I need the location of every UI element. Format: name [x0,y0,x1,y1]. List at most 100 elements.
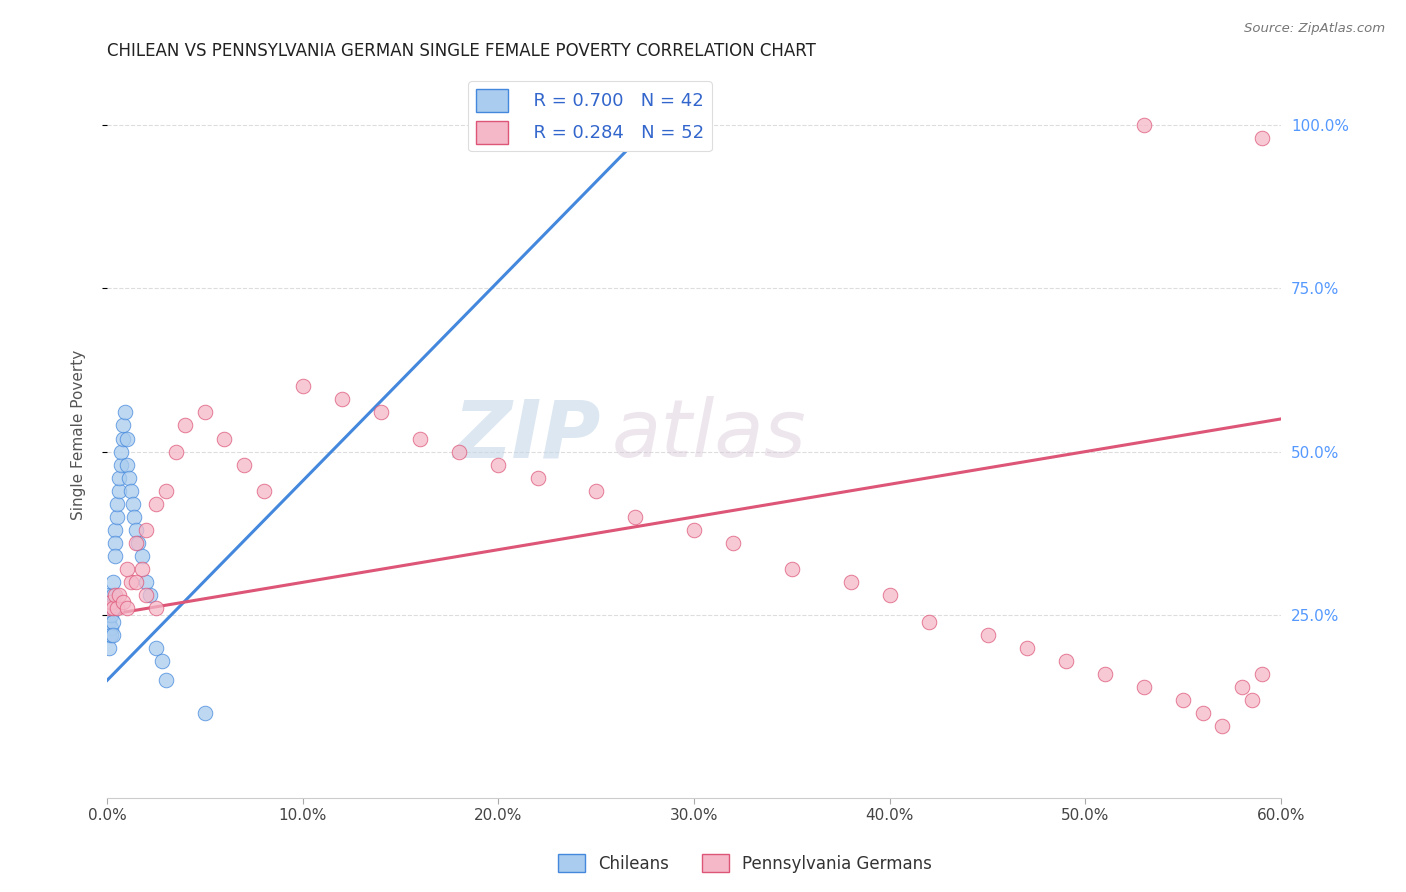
Point [330,392,353,407]
Point [409,432,432,446]
Point [683,523,706,537]
Point [644,118,666,132]
Point [155,673,177,688]
Point [98,588,121,602]
Point [100,595,122,609]
Point [111,595,134,609]
Point [108,483,131,498]
Point [114,405,136,419]
Point [233,458,256,472]
Point [139,588,162,602]
Point [135,588,157,602]
Point [449,444,471,458]
Point [879,588,901,602]
Point [291,379,314,393]
Point [145,640,167,655]
Point [585,483,607,498]
Point [721,536,744,550]
Point [165,444,187,458]
Point [98,640,121,655]
Point [124,510,146,524]
Point [105,510,128,524]
Point [100,627,122,641]
Point [108,588,131,602]
Text: ZIP: ZIP [453,396,600,475]
Point [108,471,131,485]
Point [111,432,134,446]
Point [976,627,998,641]
Point [110,444,132,458]
Y-axis label: Single Female Poverty: Single Female Poverty [72,351,86,520]
Point [370,405,392,419]
Point [101,601,124,615]
Point [174,418,197,433]
Point [100,595,122,609]
Point [98,601,121,615]
Point [150,654,173,668]
Point [115,601,138,615]
Point [1191,706,1213,720]
Point [98,601,121,615]
Point [120,483,142,498]
Legend: Chileans, Pennsylvania Germans: Chileans, Pennsylvania Germans [551,847,939,880]
Point [127,536,149,550]
Point [624,510,647,524]
Point [1015,640,1038,655]
Point [115,562,138,576]
Point [486,458,509,472]
Text: Source: ZipAtlas.com: Source: ZipAtlas.com [1244,22,1385,36]
Point [1173,693,1195,707]
Point [121,497,143,511]
Point [110,458,132,472]
Text: CHILEAN VS PENNSYLVANIA GERMAN SINGLE FEMALE POVERTY CORRELATION CHART: CHILEAN VS PENNSYLVANIA GERMAN SINGLE FE… [107,42,815,60]
Point [104,523,127,537]
Point [1054,654,1077,668]
Legend:   R = 0.700   N = 42,   R = 0.284   N = 52: R = 0.700 N = 42, R = 0.284 N = 52 [468,81,711,152]
Point [135,575,157,590]
Point [1094,666,1116,681]
Point [104,549,127,564]
Point [105,601,128,615]
Point [117,471,139,485]
Point [135,523,157,537]
Point [1250,130,1272,145]
Point [194,706,217,720]
Point [125,575,148,590]
Point [101,588,124,602]
Point [1250,666,1272,681]
Point [120,575,142,590]
Point [101,615,124,629]
Point [101,627,124,641]
Point [125,523,148,537]
Point [1133,118,1156,132]
Point [98,615,121,629]
Point [839,575,862,590]
Point [1230,680,1253,694]
Point [104,588,127,602]
Point [214,432,236,446]
Point [100,607,122,622]
Point [100,621,122,635]
Point [111,418,134,433]
Point [101,601,124,615]
Point [1240,693,1263,707]
Point [780,562,803,576]
Point [145,497,167,511]
Point [131,549,153,564]
Text: atlas: atlas [612,396,807,475]
Point [194,405,217,419]
Point [115,458,138,472]
Point [1133,680,1156,694]
Point [131,562,153,576]
Point [98,627,121,641]
Point [918,615,941,629]
Point [526,471,548,485]
Point [155,483,177,498]
Point [1211,719,1233,733]
Point [125,536,148,550]
Point [101,575,124,590]
Point [104,536,127,550]
Point [115,432,138,446]
Point [105,497,128,511]
Point [145,601,167,615]
